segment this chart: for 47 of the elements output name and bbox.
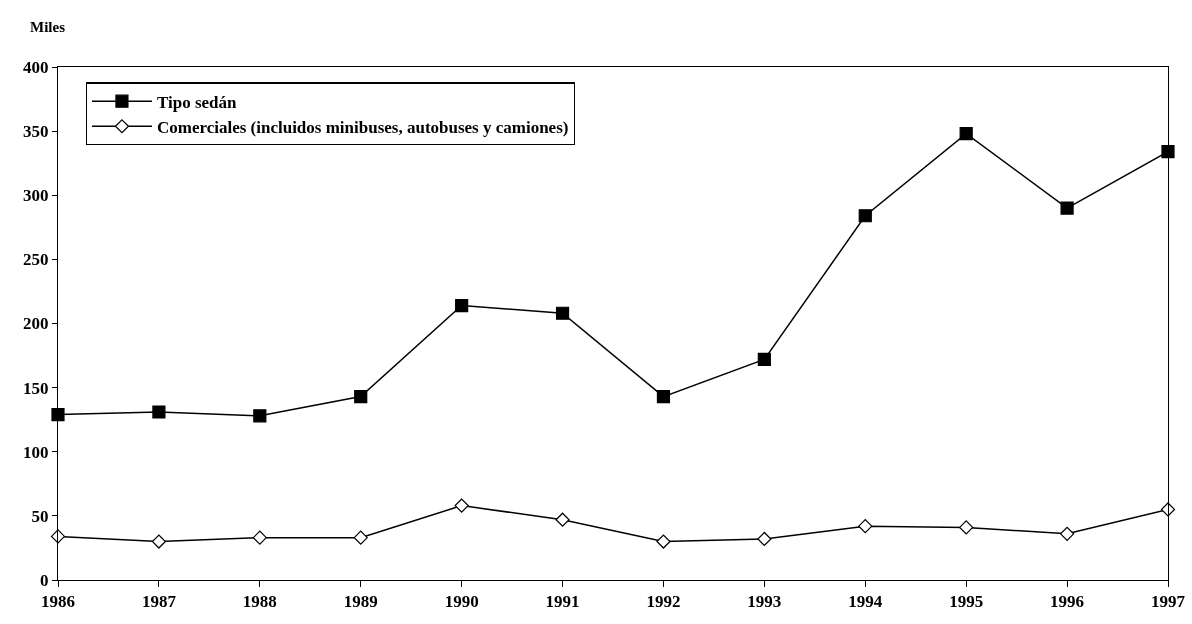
x-tick-label: 1992 [646, 592, 681, 612]
y-tick-label: 300 [23, 186, 49, 206]
point [354, 390, 368, 404]
legend-label: Tipo sedán [156, 92, 238, 112]
point [656, 390, 671, 404]
point [1161, 145, 1175, 159]
point [959, 520, 974, 535]
y-tick-label: 200 [23, 314, 49, 334]
y-tick-label: 350 [23, 122, 49, 142]
point [50, 529, 66, 544]
y-tick-label: 400 [23, 57, 49, 77]
x-tick-label: 1987 [141, 592, 177, 612]
point [757, 531, 772, 547]
x-tick-label: 1997 [1151, 592, 1186, 612]
point [455, 298, 469, 313]
y-tick-label: 0 [40, 570, 49, 590]
point [151, 534, 167, 549]
point [959, 127, 973, 141]
x-tick-label: 1996 [1050, 592, 1085, 612]
point [757, 352, 771, 367]
point [555, 306, 570, 320]
point [656, 534, 671, 549]
point [1060, 201, 1074, 215]
point [252, 530, 267, 545]
x-tick-label: 1990 [444, 592, 479, 612]
x-tick-label: 1993 [747, 592, 782, 612]
x-tick-label: 1991 [545, 592, 580, 612]
point [51, 407, 65, 422]
x-tick-label: 1995 [949, 592, 984, 612]
point [1059, 526, 1075, 541]
point [858, 209, 872, 223]
point [253, 409, 267, 423]
y-tick-label: 100 [23, 442, 49, 462]
y-tick-label: 50 [31, 506, 49, 526]
point [858, 519, 873, 534]
x-tick-label: 1986 [41, 592, 75, 612]
y-tick-label: 150 [23, 378, 49, 398]
x-tick-label: 1994 [848, 592, 883, 612]
y-tick-label: 250 [23, 250, 49, 270]
y-axis-title: Miles [30, 19, 66, 35]
point [353, 530, 368, 545]
point [152, 405, 166, 419]
point [555, 512, 570, 527]
point [454, 498, 469, 513]
x-tick-label: 1989 [343, 592, 378, 612]
legend-label: Comerciales (incluidos minibuses, autobuses y camiones) [156, 117, 569, 137]
x-tick-label: 1988 [242, 592, 277, 612]
